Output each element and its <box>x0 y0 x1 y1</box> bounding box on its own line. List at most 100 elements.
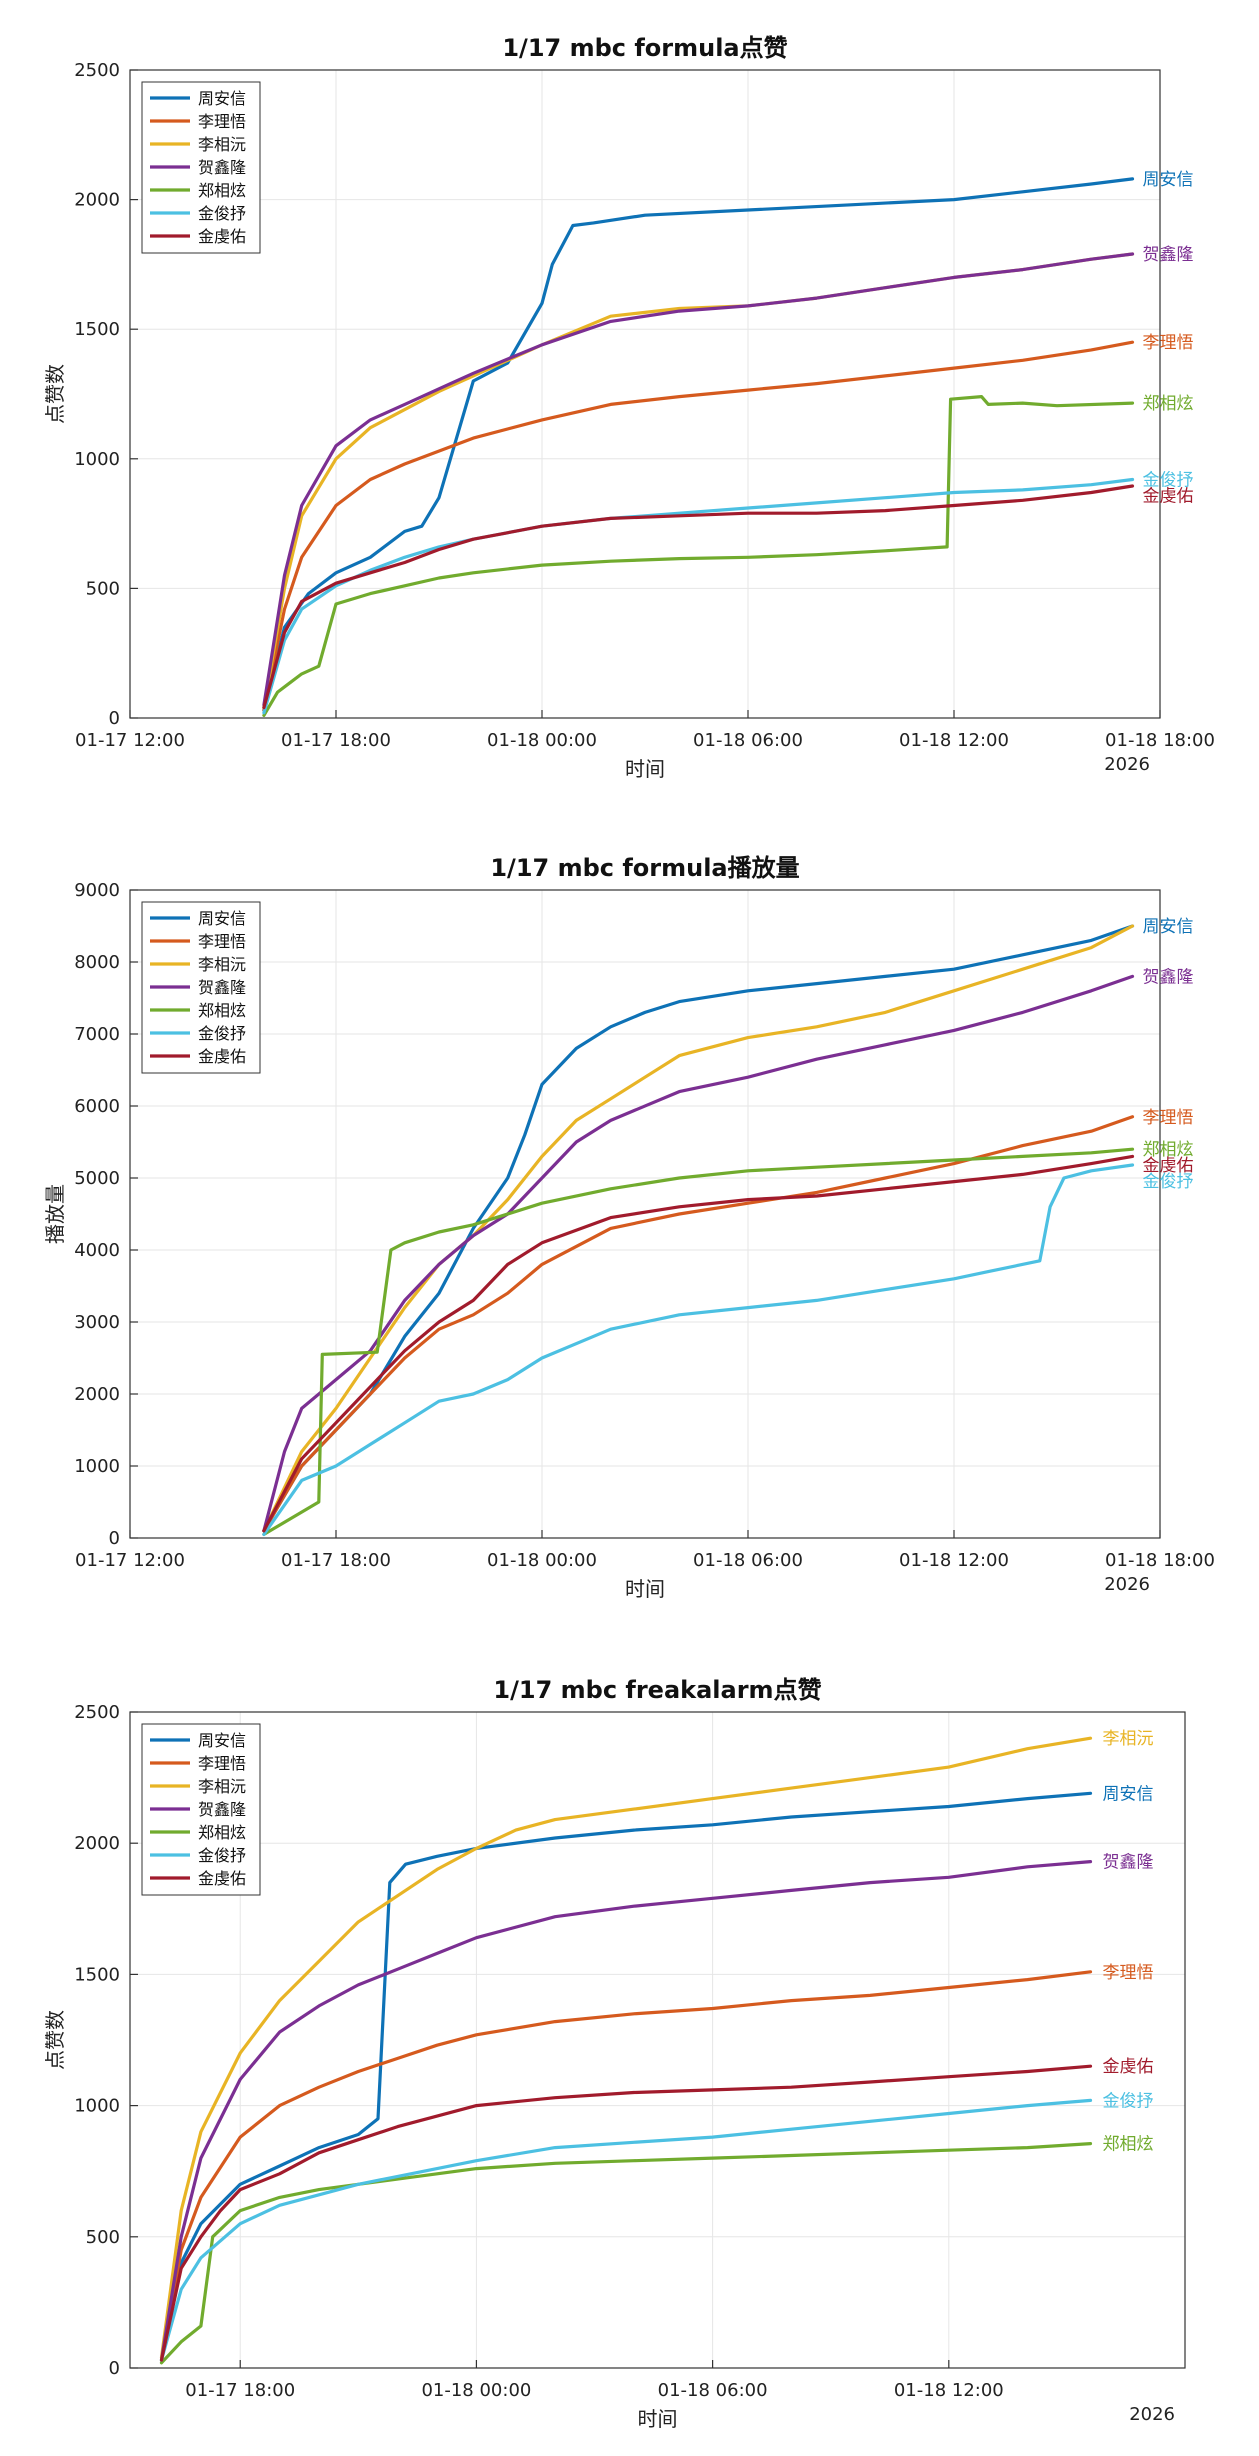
plot-frame <box>129 889 1161 1539</box>
legend-label-贺鑫隆: 贺鑫隆 <box>198 158 246 177</box>
x-tick-label: 01-17 18:00 <box>281 1550 391 1571</box>
series-line-李理悟 <box>262 340 1135 712</box>
x-tick-label: 01-18 00:00 <box>421 2380 531 2401</box>
y-tick-label: 0 <box>109 2358 120 2379</box>
chart-formula-plays: 1/17 mbc formula播放量 01-17 12:00 01-17 18:0… <box>43 854 1215 1601</box>
x-axis-label: 时间 <box>638 2407 678 2431</box>
plot-frame <box>129 69 1161 719</box>
y-tick-label: 1000 <box>74 2096 120 2117</box>
y-tick-label: 0 <box>109 708 120 729</box>
chart-freakalarm-likes: 1/17 mbc freakalarm点赞 01-17 18:00 01-18 00… <box>43 1676 1186 2431</box>
year-label: 2026 <box>1129 2404 1175 2425</box>
legend-label-李理悟: 李理悟 <box>198 1754 246 1773</box>
series-line-金虔佑 <box>262 484 1135 710</box>
end-label-金俊抒: 金俊抒 <box>1143 1172 1194 1192</box>
legend-label-贺鑫隆: 贺鑫隆 <box>198 1800 246 1819</box>
chart-formula-likes: 1/17 mbc formula点赞 01-17 12:00 01-17 18:00… <box>43 34 1215 781</box>
y-tick-label: 500 <box>86 2227 120 2248</box>
end-label-李理悟: 李理悟 <box>1143 1108 1194 1128</box>
end-label-周安信: 周安信 <box>1103 1784 1154 1804</box>
y-tick-label: 2500 <box>74 1702 120 1723</box>
legend-label-李相沅: 李相沅 <box>198 135 246 154</box>
legend-label-金虔佑: 金虔佑 <box>198 1869 246 1888</box>
x-tick-label: 01-18 00:00 <box>487 1550 597 1571</box>
x-tick-label: 01-18 12:00 <box>894 2380 1004 2401</box>
legend-label-周安信: 周安信 <box>198 89 246 108</box>
series-line-金俊抒 <box>262 1163 1135 1536</box>
legend-label-金虔佑: 金虔佑 <box>198 227 246 246</box>
plot-frame <box>129 1711 1186 2369</box>
legend-label-金虔佑: 金虔佑 <box>198 1047 246 1066</box>
y-tick-label: 4000 <box>74 1240 120 1261</box>
series-line-李相沅 <box>159 1736 1093 2360</box>
end-label-郑相炫: 郑相炫 <box>1143 1140 1194 1160</box>
y-tick-label: 9000 <box>74 880 120 901</box>
y-tick-label: 2000 <box>74 1384 120 1405</box>
series-line-李理悟 <box>159 1970 1093 2362</box>
x-tick-label: 01-17 12:00 <box>75 1550 185 1571</box>
series-line-郑相炫 <box>262 395 1135 717</box>
legend-label-金俊抒: 金俊抒 <box>198 204 246 223</box>
legend-label-郑相炫: 郑相炫 <box>198 1001 246 1020</box>
y-tick-label: 1500 <box>74 1964 120 1985</box>
x-tick-label: 01-18 06:00 <box>693 730 803 751</box>
x-axis-label: 时间 <box>625 757 665 781</box>
y-tick-label: 2000 <box>74 1833 120 1854</box>
end-label-贺鑫隆: 贺鑫隆 <box>1143 245 1194 265</box>
x-tick-label: 01-17 12:00 <box>75 730 185 751</box>
legend-label-周安信: 周安信 <box>198 909 246 928</box>
y-tick-label: 1000 <box>74 449 120 470</box>
chart-title: 1/17 mbc formula点赞 <box>502 34 787 62</box>
y-tick-label: 5000 <box>74 1168 120 1189</box>
series-line-贺鑫隆 <box>262 252 1135 707</box>
legend-label-金俊抒: 金俊抒 <box>198 1846 246 1865</box>
x-tick-label: 01-17 18:00 <box>185 2380 295 2401</box>
year-label: 2026 <box>1104 754 1150 775</box>
y-tick-label: 2500 <box>74 60 120 81</box>
series-line-贺鑫隆 <box>159 1860 1093 2362</box>
legend-label-李相沅: 李相沅 <box>198 1777 246 1796</box>
x-tick-label: 01-18 18:00 <box>1105 730 1215 751</box>
chart-title: 1/17 mbc formula播放量 <box>490 854 799 882</box>
y-tick-label: 1000 <box>74 1456 120 1477</box>
legend-label-李理悟: 李理悟 <box>198 112 246 131</box>
end-label-李理悟: 李理悟 <box>1103 1963 1154 1983</box>
y-tick-label: 6000 <box>74 1096 120 1117</box>
x-tick-label: 01-18 18:00 <box>1105 1550 1215 1571</box>
end-label-郑相炫: 郑相炫 <box>1103 2135 1154 2155</box>
y-tick-label: 500 <box>86 578 120 599</box>
end-label-郑相炫: 郑相炫 <box>1143 394 1194 414</box>
x-axis-label: 时间 <box>625 1577 665 1601</box>
end-label-周安信: 周安信 <box>1143 917 1194 937</box>
y-tick-label: 8000 <box>74 952 120 973</box>
x-tick-label: 01-18 12:00 <box>899 1550 1009 1571</box>
y-tick-label: 1500 <box>74 319 120 340</box>
end-label-贺鑫隆: 贺鑫隆 <box>1103 1853 1154 1873</box>
x-tick-label: 01-18 12:00 <box>899 730 1009 751</box>
series-line-周安信 <box>159 1791 1093 2362</box>
series-line-贺鑫隆 <box>262 974 1135 1533</box>
y-tick-label: 0 <box>109 1528 120 1549</box>
legend-label-李相沅: 李相沅 <box>198 955 246 974</box>
legend-label-郑相炫: 郑相炫 <box>198 1823 246 1842</box>
y-axis-label: 点赞数 <box>43 364 67 424</box>
legend-label-李理悟: 李理悟 <box>198 932 246 951</box>
end-label-金俊抒: 金俊抒 <box>1103 2091 1154 2111</box>
series-line-郑相炫 <box>262 1147 1135 1536</box>
y-axis-label: 播放量 <box>43 1184 67 1244</box>
end-label-金虔佑: 金虔佑 <box>1143 487 1194 507</box>
y-tick-label: 2000 <box>74 190 120 211</box>
series-line-李相沅 <box>262 252 1135 710</box>
y-axis-label: 点赞数 <box>43 2010 67 2070</box>
x-tick-label: 01-17 18:00 <box>281 730 391 751</box>
end-label-李理悟: 李理悟 <box>1143 333 1194 353</box>
x-tick-label: 01-18 06:00 <box>658 2380 768 2401</box>
series-line-周安信 <box>262 177 1135 712</box>
end-label-金虔佑: 金虔佑 <box>1143 1156 1194 1176</box>
series-line-金俊抒 <box>159 2098 1093 2362</box>
legend-label-周安信: 周安信 <box>198 1731 246 1750</box>
legend-label-郑相炫: 郑相炫 <box>198 181 246 200</box>
chart-title: 1/17 mbc freakalarm点赞 <box>493 1676 821 1704</box>
x-tick-label: 01-18 00:00 <box>487 730 597 751</box>
end-label-周安信: 周安信 <box>1143 170 1194 190</box>
